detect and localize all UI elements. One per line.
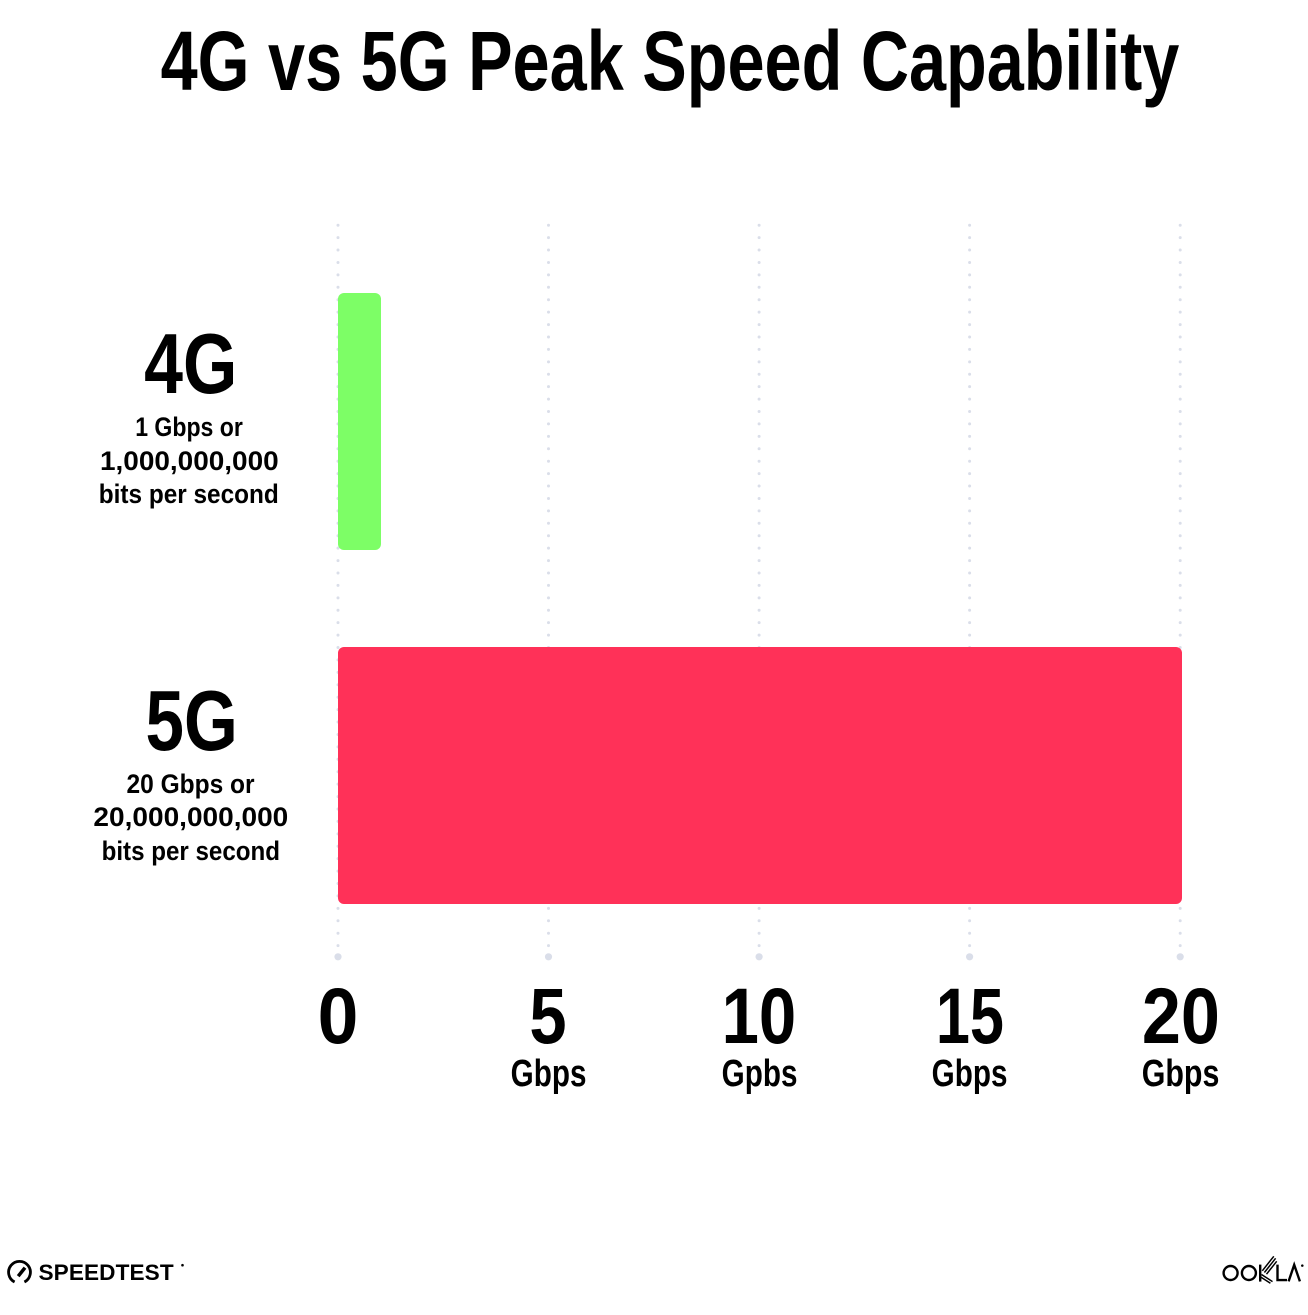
svg-text:SPEEDTEST: SPEEDTEST [39, 1260, 174, 1285]
